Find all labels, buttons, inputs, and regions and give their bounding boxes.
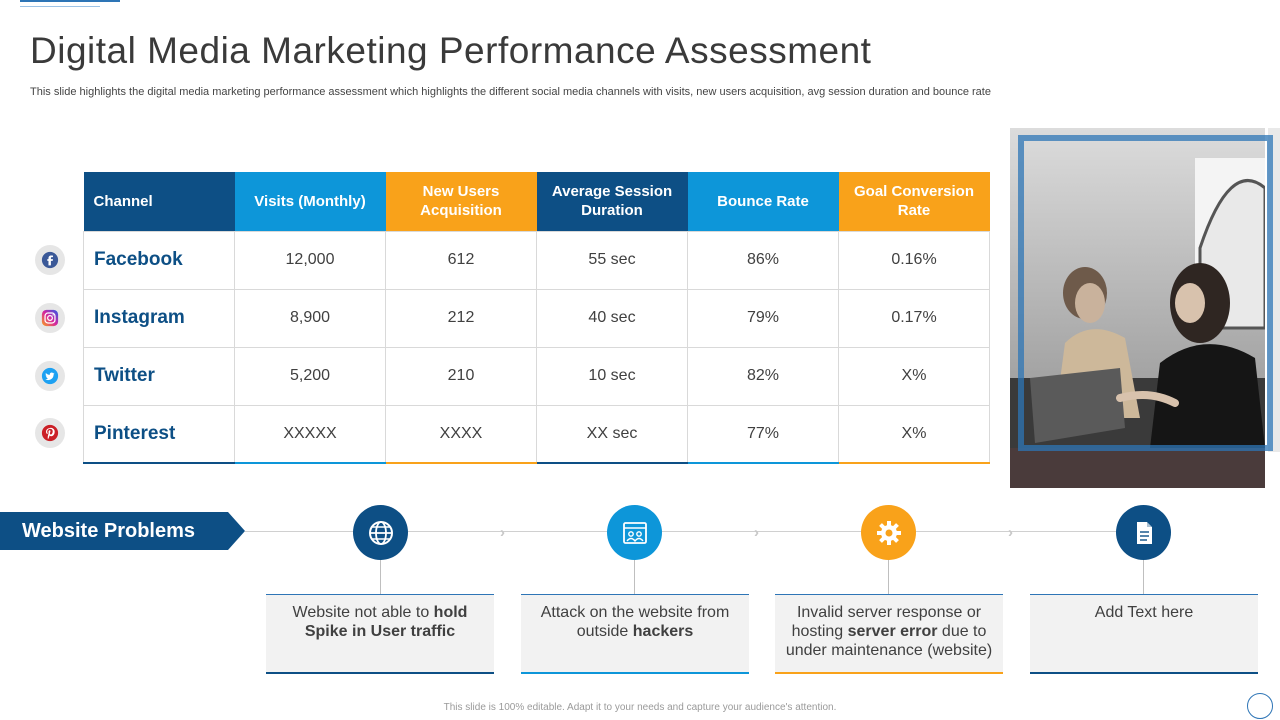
problem-text: Attack on the website from outside <box>540 604 730 640</box>
bounce-cell: 82% <box>687 346 839 406</box>
problem-box: Website not able to hold Spike in User t… <box>266 594 494 674</box>
timeline-connector <box>245 531 1125 532</box>
table-row: Facebook 12,000 612 55 sec 86% 0.16% <box>83 230 990 290</box>
browser-window-icon <box>607 505 662 560</box>
channel-name: Twitter <box>83 346 235 406</box>
bounce-cell: 77% <box>687 404 839 464</box>
problem-text: Add Text here <box>1094 604 1194 621</box>
problem-text-bold: server error <box>847 623 938 640</box>
corner-circle-decoration <box>1247 693 1273 719</box>
photo-frame-accent <box>1018 135 1273 451</box>
facebook-icon <box>35 245 65 275</box>
avg-session-cell: XX sec <box>536 404 688 464</box>
problem-text: Invalid server response or hosting <box>791 604 982 640</box>
avg-session-cell: 40 sec <box>536 288 688 348</box>
chevron-right-icon: › <box>754 524 759 541</box>
table-row: Twitter 5,200 210 10 sec 82% X% <box>83 346 990 406</box>
bounce-cell: 86% <box>687 230 839 290</box>
visits-cell: 12,000 <box>234 230 386 290</box>
instagram-icon <box>35 303 65 333</box>
pinterest-icon <box>35 418 65 448</box>
footer-note: This slide is 100% editable. Adapt it to… <box>443 702 837 713</box>
chevron-right-icon: › <box>1008 524 1013 541</box>
channel-name: Instagram <box>83 288 235 348</box>
header-goal: Goal Conversion Rate <box>838 172 990 231</box>
connector-stem <box>1143 560 1144 594</box>
twitter-icon <box>35 361 65 391</box>
new-users-cell: XXXX <box>385 404 537 464</box>
connector-stem <box>380 560 381 594</box>
goal-cell: 0.16% <box>838 230 990 290</box>
new-users-cell: 212 <box>385 288 537 348</box>
new-users-cell: 210 <box>385 346 537 406</box>
header-avg-session: Average Session Duration <box>536 172 688 231</box>
goal-cell: 0.17% <box>838 288 990 348</box>
header-visits: Visits (Monthly) <box>234 172 386 231</box>
problem-text-bold: hold Spike in User traffic <box>304 604 468 640</box>
problem-box: Attack on the website from outside hacke… <box>521 594 749 674</box>
channel-performance-table: Channel Visits (Monthly) New Users Acqui… <box>83 172 990 464</box>
problem-text-end: due to under maintenance (website) <box>785 623 993 659</box>
visits-cell: 5,200 <box>234 346 386 406</box>
avg-session-cell: 55 sec <box>536 230 688 290</box>
globe-icon <box>353 505 408 560</box>
header-new-users: New Users Acquisition <box>385 172 537 231</box>
new-users-cell: 612 <box>385 230 537 290</box>
visits-cell: 8,900 <box>234 288 386 348</box>
table-row: Instagram 8,900 212 40 sec 79% 0.17% <box>83 288 990 348</box>
header-bounce: Bounce Rate <box>687 172 839 231</box>
table-row: Pinterest XXXXX XXXX XX sec 77% X% <box>83 404 990 464</box>
connector-stem <box>888 560 889 594</box>
header-channel: Channel <box>83 172 235 231</box>
slide-title: Digital Media Marketing Performance Asse… <box>30 30 872 71</box>
bounce-cell: 79% <box>687 288 839 348</box>
problem-text-bold: hackers <box>632 623 694 640</box>
problem-box: Add Text here <box>1030 594 1258 674</box>
top-accent-line <box>20 0 120 2</box>
office-photo <box>1010 128 1265 488</box>
slide-subtitle: This slide highlights the digital media … <box>30 86 991 98</box>
avg-session-cell: 10 sec <box>536 346 688 406</box>
channel-name: Facebook <box>83 230 235 290</box>
top-accent-line-secondary <box>20 6 100 7</box>
channel-name: Pinterest <box>83 404 235 464</box>
connector-stem <box>634 560 635 594</box>
visits-cell: XXXXX <box>234 404 386 464</box>
document-icon <box>1116 505 1171 560</box>
goal-cell: X% <box>838 404 990 464</box>
goal-cell: X% <box>838 346 990 406</box>
gear-icon <box>861 505 916 560</box>
problem-box: Invalid server response or hosting serve… <box>775 594 1003 674</box>
problem-text: Website not able to <box>292 604 434 621</box>
website-problems-label: Website Problems <box>0 512 245 550</box>
chevron-right-icon: › <box>500 524 505 541</box>
